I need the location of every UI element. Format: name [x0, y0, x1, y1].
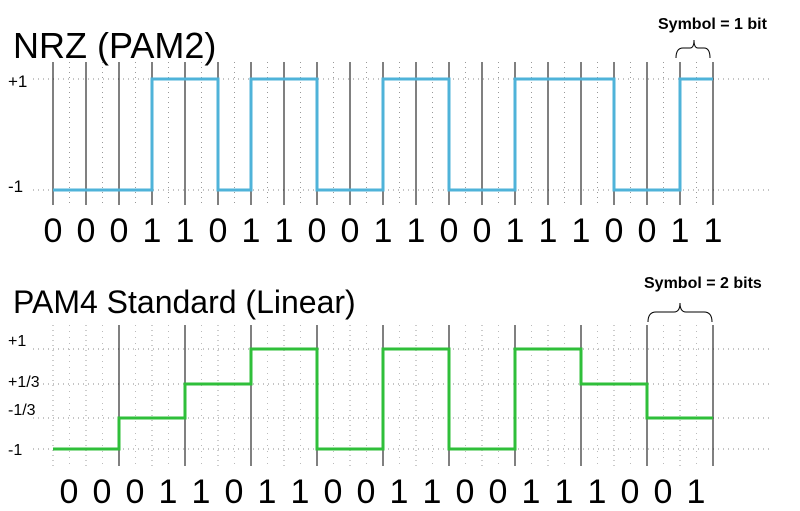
pam4-bit-label: 1 — [192, 473, 211, 511]
nrz-label-minus1: -1 — [8, 177, 23, 196]
pam4-bit-label: 1 — [390, 473, 409, 511]
nrz-bit-label: 0 — [440, 212, 459, 250]
pam4-bit-label: 1 — [291, 473, 310, 511]
nrz-bit-label: 1 — [506, 212, 525, 250]
nrz-bit-label: 0 — [77, 212, 96, 250]
nrz-bit-label: 0 — [605, 212, 624, 250]
nrz-bit-label: 0 — [110, 212, 129, 250]
pam4-grid — [33, 325, 770, 466]
pam4-waveform — [53, 347, 713, 451]
nrz-bit-label: 1 — [572, 212, 591, 250]
pam4-symbol-note: Symbol = 2 bits — [644, 275, 762, 292]
nrz-bit-label: 0 — [44, 212, 63, 250]
nrz-bit-label: 0 — [308, 212, 327, 250]
pam4-bit-label: 1 — [555, 473, 574, 511]
pam4-bit-label: 0 — [324, 473, 343, 511]
pam4-bit-label: 0 — [225, 473, 244, 511]
nrz-bit-label: 1 — [176, 212, 195, 250]
pam4-bit-label: 1 — [159, 473, 178, 511]
nrz-bit-label: 1 — [671, 212, 690, 250]
nrz-bit-label: 0 — [209, 212, 228, 250]
pam4-bit-label: 0 — [456, 473, 475, 511]
nrz-bit-label: 0 — [341, 212, 360, 250]
pam4-bit-label: 0 — [621, 473, 640, 511]
nrz-label-plus1: +1 — [8, 72, 27, 91]
nrz-bit-label: 1 — [539, 212, 558, 250]
nrz-bit-label: 1 — [242, 212, 261, 250]
nrz-bit-label: 1 — [275, 212, 294, 250]
nrz-symbol-note: Symbol = 1 bit — [658, 16, 768, 33]
nrz-bit-label: 0 — [638, 212, 657, 250]
pam4-label-plus1-3: +1/3 — [8, 374, 40, 391]
pam4-bit-label: 0 — [126, 473, 145, 511]
pam4-title: PAM4 Standard (Linear) — [13, 284, 356, 320]
nrz-bit-label: 1 — [374, 212, 393, 250]
pam4-bit-label: 0 — [489, 473, 508, 511]
pam4-bit-label: 1 — [258, 473, 277, 511]
pam4-bit-label: 0 — [93, 473, 112, 511]
nrz-title: NRZ (PAM2) — [13, 25, 216, 66]
pam4-label-minus1: -1 — [8, 442, 22, 459]
pam4-bit-label: 1 — [687, 473, 706, 511]
pam4-bit-label: 0 — [654, 473, 673, 511]
pam4-bit-label: 1 — [423, 473, 442, 511]
pam4-label-plus1: +1 — [8, 333, 26, 350]
pam4-bit-label: 0 — [60, 473, 79, 511]
nrz-symbol-brace — [675, 39, 711, 59]
nrz-bit-label: 0 — [473, 212, 492, 250]
pam4-label-minus1-3: -1/3 — [8, 402, 36, 419]
pam4-bit-label: 0 — [357, 473, 376, 511]
nrz-waveform — [53, 77, 713, 192]
nrz-grid — [33, 62, 770, 205]
nrz-bit-label: 1 — [704, 212, 723, 250]
nrz-bit-label: 1 — [143, 212, 162, 250]
pam4-bit-label: 1 — [588, 473, 607, 511]
pam4-symbol-brace — [647, 302, 713, 323]
pam4-panel: PAM4 Standard (Linear) +1 +1/3 -1/3 -1 0… — [8, 275, 770, 511]
pam4-bit-label: 1 — [522, 473, 541, 511]
nrz-bit-label: 1 — [407, 212, 426, 250]
